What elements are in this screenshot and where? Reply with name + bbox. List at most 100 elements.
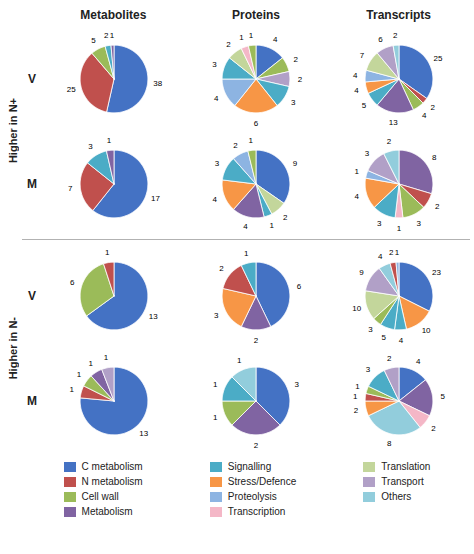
svg-text:3: 3 [213,60,218,69]
svg-text:1: 1 [395,248,400,257]
svg-text:1: 1 [355,382,360,391]
svg-text:3: 3 [215,311,220,320]
svg-text:3: 3 [417,219,422,228]
svg-text:1: 1 [107,136,112,145]
html-text:N metabolism: N metabolism [81,476,143,487]
html-text:Transcripts: Transcripts [366,8,431,22]
svg-text:1: 1 [237,356,242,365]
svg-text:2: 2 [389,248,394,257]
html-text:Transport: Transport [381,476,424,487]
html-text:Signalling: Signalling [227,461,272,472]
svg-text:6: 6 [254,119,259,128]
svg-text:6: 6 [378,35,383,44]
svg-text:4: 4 [416,357,421,366]
html-text:Metabolites: Metabolites [80,8,147,22]
html-text:Transcription: Transcription [227,506,286,517]
svg-text:2: 2 [431,424,436,433]
svg-text:4: 4 [353,71,358,80]
svg-text:2: 2 [387,137,392,146]
svg-text:9: 9 [293,159,298,168]
svg-text:7: 7 [360,51,365,60]
html-text:Stress/Defence: Stress/Defence [227,476,297,487]
html-text:Metabolism: Metabolism [81,506,133,517]
html-text:Proteins: Proteins [232,8,280,22]
svg-text:2: 2 [283,213,288,222]
svg-text:3: 3 [295,380,300,389]
svg-text:5: 5 [91,36,96,45]
svg-text:2: 2 [104,31,109,40]
svg-text:2: 2 [387,354,392,363]
html-text:Proteolysis: Proteolysis [227,491,277,502]
svg-text:4: 4 [422,111,427,120]
svg-text:1: 1 [110,31,115,40]
svg-text:1: 1 [214,380,219,389]
svg-text:1: 1 [249,136,254,145]
svg-text:2: 2 [227,40,232,49]
svg-text:1: 1 [270,221,275,230]
svg-text:5: 5 [362,101,367,110]
svg-text:4: 4 [378,252,383,261]
svg-text:3: 3 [377,219,382,228]
svg-text:3: 3 [366,365,371,374]
html-text:C metabolism: C metabolism [81,461,143,472]
svg-text:2: 2 [254,441,259,450]
svg-text:5: 5 [441,392,446,401]
html-text:Others: Others [381,491,412,502]
svg-text:23: 23 [432,268,441,277]
svg-text:1: 1 [69,385,74,394]
svg-text:2: 2 [298,75,303,84]
svg-text:3: 3 [88,142,93,151]
svg-text:4: 4 [215,94,220,103]
svg-text:4: 4 [244,222,249,231]
svg-text:2: 2 [393,31,398,40]
svg-text:25: 25 [434,54,443,63]
svg-text:3: 3 [215,159,220,168]
svg-text:2: 2 [234,141,239,150]
svg-text:3: 3 [365,149,370,158]
svg-text:5: 5 [382,333,387,342]
svg-text:25: 25 [67,85,76,94]
html-text:Cell wall: Cell wall [81,491,119,502]
svg-text:9: 9 [359,268,364,277]
svg-text:4: 4 [213,195,218,204]
svg-text:3: 3 [368,325,373,334]
svg-text:3: 3 [292,98,297,107]
svg-text:1: 1 [104,353,109,362]
svg-text:10: 10 [352,304,361,313]
svg-text:38: 38 [153,79,162,88]
svg-text:1: 1 [240,33,245,42]
svg-text:10: 10 [422,326,431,335]
svg-text:2: 2 [354,406,359,415]
svg-text:2: 2 [294,55,299,64]
svg-text:1: 1 [397,224,402,233]
svg-text:1: 1 [105,248,110,257]
svg-text:1: 1 [353,392,358,401]
svg-text:4: 4 [354,86,359,95]
svg-text:17: 17 [151,194,160,203]
svg-text:4: 4 [273,35,278,44]
svg-text:1: 1 [249,31,254,40]
html-text:M: M [27,176,37,191]
svg-text:8: 8 [432,153,437,162]
svg-text:7: 7 [68,184,73,193]
svg-text:4: 4 [399,336,404,345]
svg-text:1: 1 [355,167,360,176]
svg-text:13: 13 [149,312,158,321]
svg-text:1: 1 [214,413,219,422]
svg-text:1: 1 [244,249,249,258]
svg-text:2: 2 [431,103,436,112]
svg-text:4: 4 [355,192,360,201]
html-text:Translation: Translation [381,461,431,472]
svg-text:1: 1 [88,359,93,368]
svg-text:8: 8 [387,439,392,448]
html-text:Higher in N+: Higher in N+ [7,98,19,164]
svg-text:2: 2 [435,202,440,211]
svg-text:13: 13 [389,118,398,127]
svg-text:6: 6 [297,282,302,291]
svg-text:13: 13 [139,429,148,438]
html-text:Higher in N-: Higher in N- [7,316,19,380]
svg-text:6: 6 [70,278,75,287]
svg-text:1: 1 [76,370,81,379]
svg-text:2: 2 [220,264,225,273]
svg-text:2: 2 [254,336,259,345]
